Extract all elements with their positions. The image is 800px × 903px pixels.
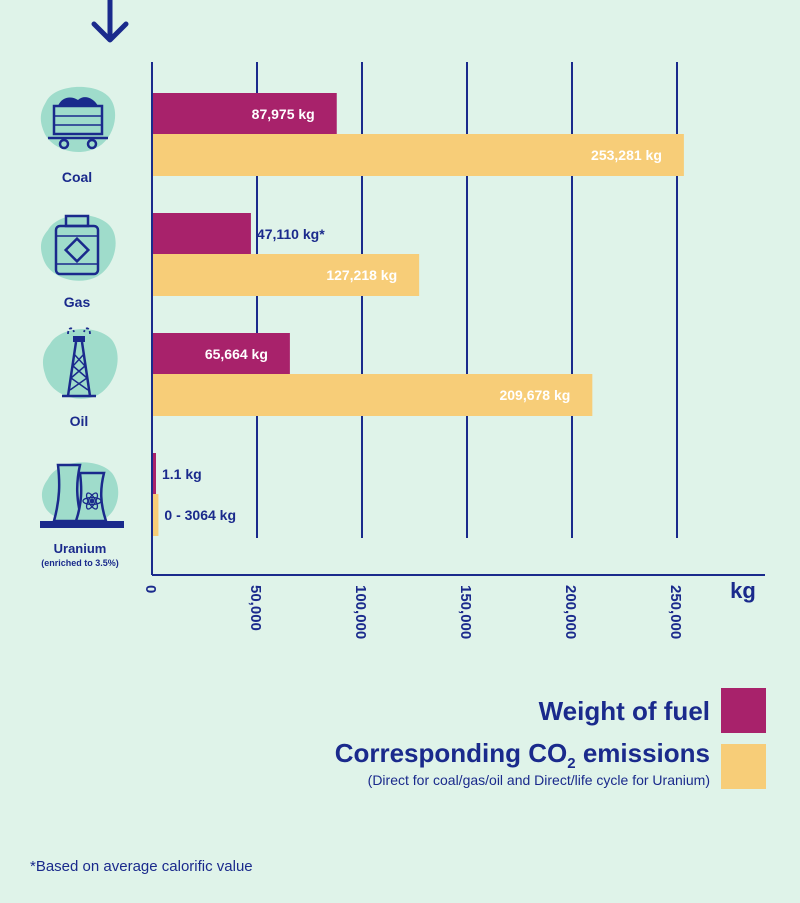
bar-label-gas-co2: 127,218 kg xyxy=(326,267,397,283)
category-label-gas: Gas xyxy=(63,294,91,310)
bar-label-coal-co2: 253,281 kg xyxy=(591,147,662,163)
x-axis-label: kg xyxy=(730,578,756,603)
x-tick-label-5: 250,000 xyxy=(667,585,684,639)
bar-labels: 87,975 kg 253,281 kg 47,110 kg* 127,218 kg 6… xyxy=(162,106,662,523)
bar-label-oil-co2: 209,678 kg xyxy=(499,387,570,403)
bar-oil-fuel xyxy=(152,333,290,375)
bar-label-uranium-co2: 0 - 3064 kg xyxy=(164,507,236,523)
bar-coal-fuel xyxy=(152,93,337,135)
oil-derrick-icon xyxy=(42,327,118,399)
bar-gas-fuel xyxy=(152,213,251,255)
legend-co2-note: (Direct for coal/gas/oil and Direct/life… xyxy=(367,772,710,788)
coal-cart-icon xyxy=(40,86,116,153)
bar-uranium-fuel xyxy=(152,453,156,495)
bar-uranium-co2 xyxy=(152,494,159,536)
x-tick-label-0: 0 xyxy=(142,585,159,593)
legend-co2-swatch xyxy=(721,744,766,789)
x-tick-label-1: 50,000 xyxy=(247,585,264,631)
bar-gas-co2 xyxy=(152,254,420,296)
x-tick-label-3: 150,000 xyxy=(457,585,474,639)
legend-co2-main: Corresponding CO xyxy=(334,738,568,768)
legend-co2-subscript: 2 xyxy=(567,755,576,773)
x-tick-label-2: 100,000 xyxy=(352,585,369,639)
bar-label-gas-fuel: 47,110 kg* xyxy=(257,226,325,242)
bar-coal-co2 xyxy=(152,134,684,176)
bar-oil-co2 xyxy=(152,374,593,416)
category-label-oil: Oil xyxy=(69,413,89,429)
nuclear-plant-icon xyxy=(40,462,124,528)
arrow-down-icon xyxy=(91,0,129,43)
category-label-coal: Coal xyxy=(61,169,93,185)
category-note-uranium: (enriched to 3.5%) xyxy=(41,558,119,568)
legend-co2-end: emissions xyxy=(575,738,710,768)
bars xyxy=(152,93,684,536)
bar-label-oil-fuel: 65,664 kg xyxy=(205,346,268,362)
gas-cylinder-icon xyxy=(40,214,116,281)
legend-fuel-swatch xyxy=(721,688,766,733)
legend-fuel-label: Weight of fuel xyxy=(538,696,710,726)
category-label-uranium: Uranium xyxy=(53,541,107,556)
bar-label-uranium-fuel: 1.1 kg xyxy=(162,466,202,482)
bar-label-coal-fuel: 87,975 kg xyxy=(252,106,315,122)
x-tick-label-4: 200,000 xyxy=(562,585,579,639)
footnote: *Based on average calorific value xyxy=(30,858,253,875)
legend-co2-label: Corresponding CO2 emissions xyxy=(335,738,710,772)
x-axis: 0 50,000 100,000 150,000 200,000 250,000 xyxy=(142,62,765,639)
